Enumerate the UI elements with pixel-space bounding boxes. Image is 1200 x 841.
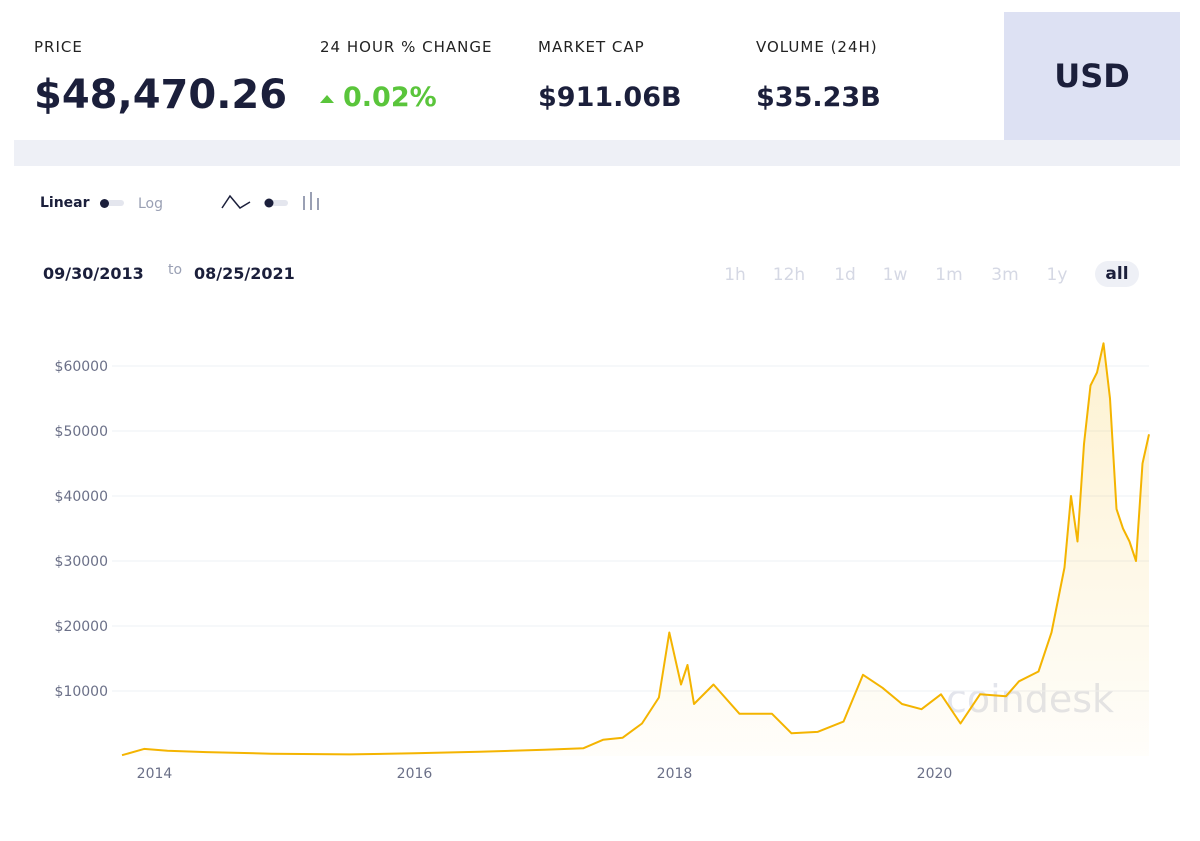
volume-value: $35.23B: [756, 82, 881, 113]
linear-option[interactable]: Linear: [40, 195, 90, 211]
y-tick-label: $60000: [55, 359, 108, 375]
period-button[interactable]: 12h: [772, 265, 806, 285]
y-tick-label: $50000: [55, 424, 108, 440]
price-label: PRICE: [34, 38, 83, 56]
x-tick-label: 2014: [137, 766, 173, 782]
period-button[interactable]: 1h: [724, 265, 746, 285]
toggle-knob: [100, 198, 109, 208]
period-button[interactable]: 3m: [991, 265, 1019, 285]
y-tick-label: $40000: [55, 489, 108, 505]
x-tick-label: 2016: [397, 766, 433, 782]
divider: [14, 140, 1180, 166]
log-option[interactable]: Log: [138, 196, 164, 212]
range-from: 09/30/2013: [43, 264, 144, 283]
period-button[interactable]: 1y: [1046, 265, 1068, 285]
currency: USD: [1054, 57, 1130, 95]
period-button[interactable]: 1m: [935, 265, 963, 285]
up-arrow: [320, 95, 334, 103]
scale-toggle[interactable]: [100, 198, 124, 208]
price-line: [121, 342, 1150, 757]
period-button[interactable]: 1w: [882, 265, 908, 285]
market-cap-value: $911.06B: [538, 82, 682, 113]
x-tick-label: 2018: [657, 766, 693, 782]
period-button[interactable]: all: [1095, 261, 1139, 287]
market-cap-label: MARKET CAP: [538, 38, 645, 56]
chart-type-toggle[interactable]: [220, 190, 330, 216]
range-to-word: to: [168, 262, 183, 278]
area: [122, 343, 1149, 756]
change-label: 24 HOUR % CHANGE: [320, 38, 493, 56]
x-tick-label: 2020: [917, 766, 953, 782]
currency-select[interactable]: USD: [1004, 12, 1180, 140]
candle-icon: [303, 192, 319, 210]
y-tick-label: $20000: [55, 619, 108, 635]
range-to: 08/25/2021: [194, 264, 295, 283]
chart: coindesk $10000$20000$30000$40000$50000$…: [55, 342, 1150, 782]
y-tick-label: $30000: [55, 554, 108, 570]
y-tick-label: $10000: [55, 684, 108, 700]
toggle-knob: [264, 198, 274, 208]
line-icon: [221, 194, 251, 209]
price-value: $48,470.26: [34, 72, 288, 118]
period-button[interactable]: 1d: [834, 265, 856, 285]
volume-label: VOLUME (24H): [756, 38, 878, 56]
change-value: 0.02%: [343, 82, 437, 113]
